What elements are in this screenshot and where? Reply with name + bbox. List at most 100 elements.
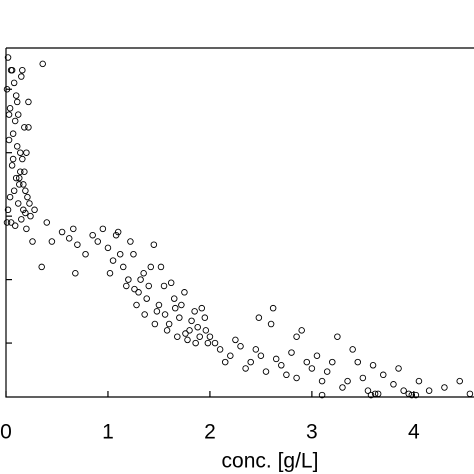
data-point: [43, 219, 51, 226]
data-point: [412, 391, 420, 399]
data-point: [318, 391, 326, 399]
data-point: [24, 193, 31, 201]
data-point: [65, 235, 73, 242]
data-point: [25, 98, 32, 106]
data-point: [283, 371, 290, 379]
data-point: [313, 352, 321, 360]
data-point: [137, 276, 144, 283]
data-point: [272, 355, 280, 363]
data-point: [7, 219, 15, 226]
data-point: [127, 238, 134, 245]
data-point: [359, 374, 367, 382]
data-point: [8, 66, 16, 74]
x-tick-label: 4: [408, 421, 420, 444]
data-point: [16, 181, 23, 188]
data-point: [27, 212, 34, 220]
data-point: [14, 111, 22, 118]
data-point: [125, 276, 132, 283]
data-point: [182, 330, 189, 337]
data-point: [8, 162, 16, 169]
data-point: [29, 238, 36, 245]
data-point: [371, 390, 379, 398]
data-point: [405, 390, 412, 398]
x-tick-label: 0: [0, 421, 12, 444]
data-point: [17, 149, 24, 156]
data-point: [456, 377, 463, 385]
data-point: [12, 92, 20, 99]
data-point: [390, 381, 397, 388]
data-point: [278, 362, 285, 369]
data-point: [153, 308, 161, 315]
axes-frame: [5, 47, 474, 398]
data-point: [6, 105, 14, 112]
data-point: [109, 257, 117, 264]
data-point: [252, 346, 260, 353]
data-point: [82, 250, 89, 258]
data-point: [5, 111, 13, 118]
data-point: [147, 263, 155, 271]
data-point: [150, 241, 158, 248]
data-point: [12, 174, 20, 182]
data-point: [170, 295, 178, 302]
data-point: [334, 333, 341, 340]
data-point: [262, 368, 270, 375]
data-point: [16, 174, 23, 182]
data-point: [14, 200, 22, 207]
data-point: [339, 384, 346, 391]
data-point: [11, 222, 19, 229]
data-point: [364, 387, 372, 394]
data-point: [163, 327, 171, 334]
data-point: [145, 282, 152, 290]
data-point: [114, 228, 122, 236]
data-point: [288, 349, 295, 356]
data-point: [3, 219, 11, 226]
data-point: [247, 358, 254, 366]
data-point: [323, 368, 331, 375]
data-point: [94, 238, 102, 245]
data-point: [415, 377, 423, 385]
data-point: [140, 270, 147, 277]
data-point: [10, 79, 18, 87]
data-point: [21, 168, 28, 175]
data-point: [165, 320, 173, 328]
data-point: [72, 270, 79, 277]
data-point: [70, 225, 77, 233]
data-point: [293, 374, 300, 382]
data-point: [374, 390, 382, 398]
data-point: [13, 98, 21, 106]
data-point: [10, 187, 18, 195]
data-point: [112, 231, 120, 239]
data-point: [221, 358, 229, 366]
data-point: [48, 238, 56, 245]
data-point: [167, 279, 175, 287]
data-point: [22, 187, 29, 195]
data-point: [99, 225, 107, 233]
data-point: [206, 333, 214, 340]
data-point: [369, 362, 377, 369]
data-point: [188, 317, 195, 325]
data-point: [18, 216, 25, 223]
data-point: [89, 231, 96, 239]
data-point: [329, 358, 336, 366]
x-tick-label: 2: [204, 421, 216, 444]
data-point: [143, 295, 150, 302]
data-point: [176, 314, 183, 321]
data-point: [131, 285, 138, 293]
data-point: [267, 320, 275, 328]
data-point: [178, 301, 185, 309]
data-point: [269, 304, 277, 312]
data-point: [232, 336, 239, 344]
data-point: [58, 228, 66, 236]
data-point: [441, 384, 448, 391]
data-point: [211, 339, 219, 347]
data-point: [186, 327, 193, 334]
data-point: [201, 314, 209, 321]
data-point: [161, 311, 169, 318]
data-point: [344, 377, 351, 385]
data-point: [21, 124, 28, 131]
data-point: [19, 66, 26, 74]
data-point: [23, 149, 30, 156]
data-point: [395, 365, 402, 372]
data-point: [9, 130, 17, 137]
data-point: [192, 339, 199, 347]
